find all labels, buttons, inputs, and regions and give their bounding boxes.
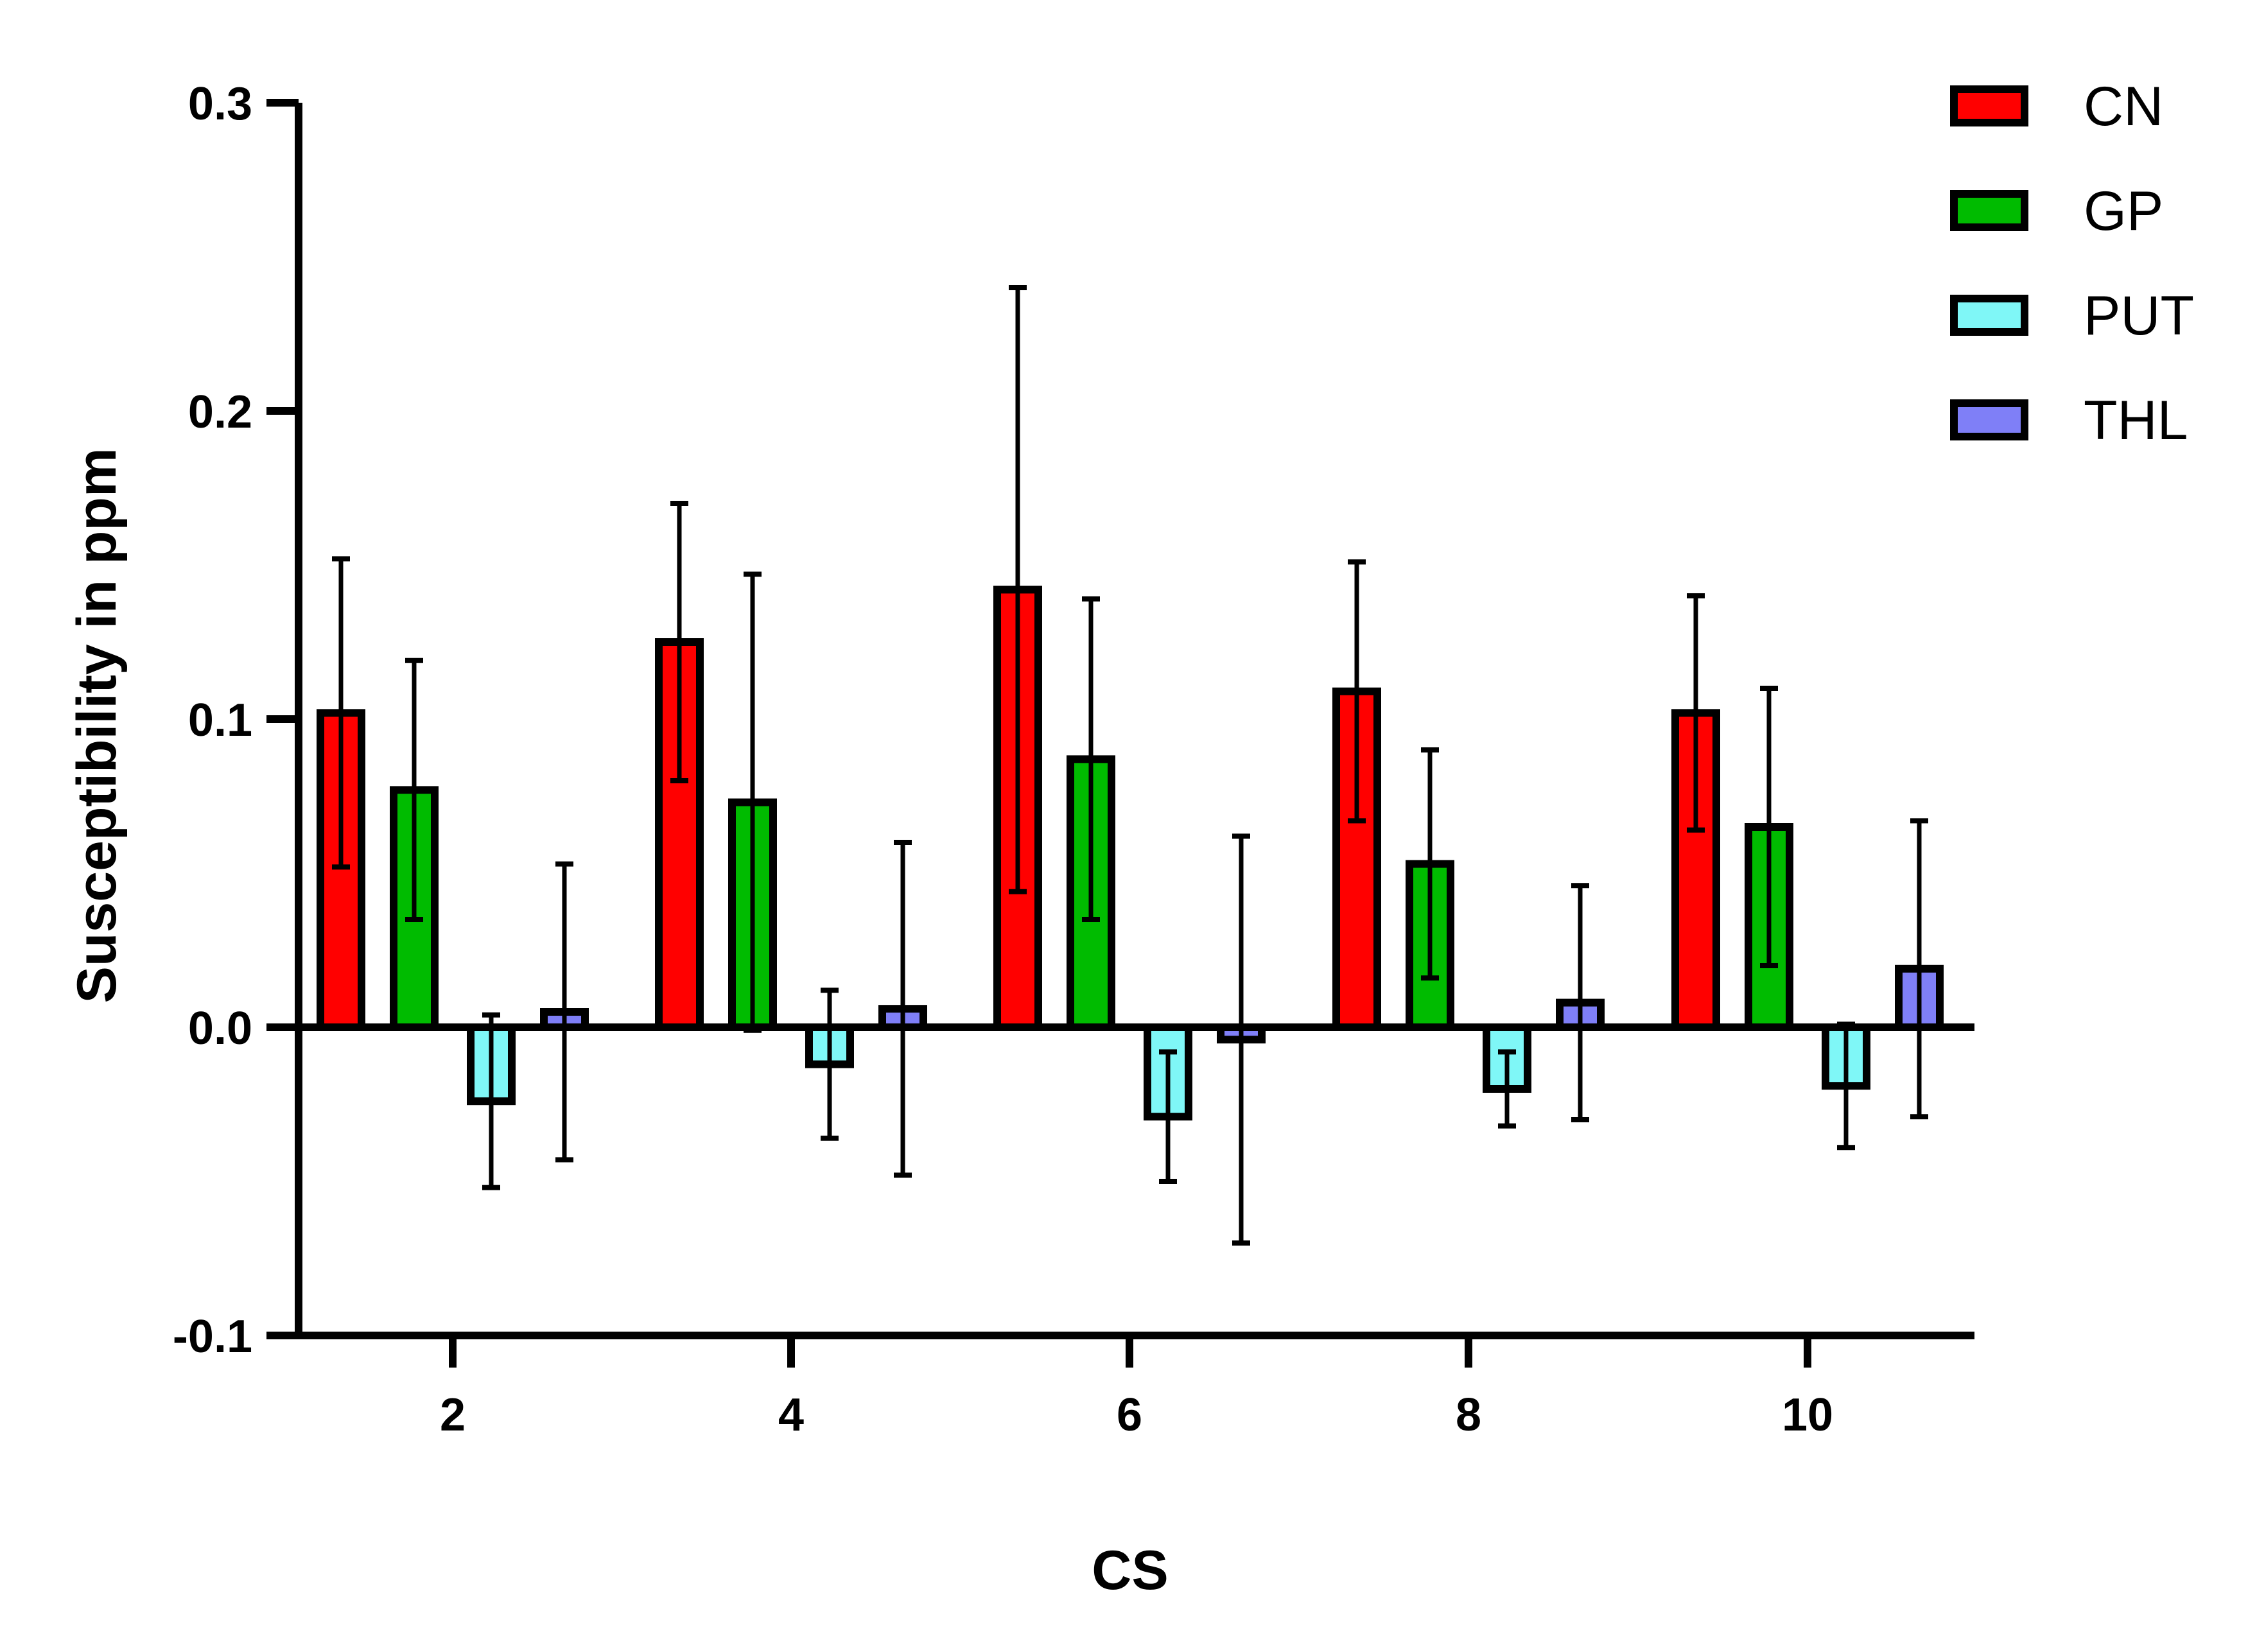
error-bar-thl-cs4: [894, 840, 912, 1178]
legend-item-cn: CN: [1950, 76, 2163, 137]
x-tick-label: 6: [1117, 1389, 1142, 1441]
axes-layer: [266, 99, 1974, 1368]
legend: CN GP PUT THL: [1950, 76, 2194, 451]
labels-layer: -0.1 0.0 0.1 0.2 0.3 2 4 6 8 10: [173, 78, 1833, 1441]
error-bar-put-cs6: [1159, 1049, 1177, 1184]
error-bar-put-cs4: [821, 987, 839, 1141]
error-bar-thl-cs6: [1232, 833, 1250, 1246]
error-bar-gp-cs2: [405, 657, 423, 922]
error-bar-gp-cs6: [1082, 596, 1100, 922]
error-bar-cn-cs6: [1009, 285, 1027, 894]
y-tick-label: 0.2: [188, 387, 252, 438]
legend-item-put: PUT: [1950, 285, 2194, 347]
y-tick-label: 0.1: [188, 695, 252, 746]
legend-label: CN: [2084, 76, 2163, 137]
legend-swatch: [1950, 295, 2028, 336]
y-tick-label: -0.1: [173, 1311, 252, 1362]
error-bar-cn-cs8: [1348, 559, 1366, 824]
error-bar-put-cs8: [1498, 1049, 1516, 1129]
legend-item-gp: GP: [1950, 180, 2163, 242]
x-tick-label: 10: [1782, 1389, 1833, 1441]
error-bar-thl-cs10: [1910, 818, 1928, 1120]
error-bar-gp-cs10: [1760, 686, 1778, 968]
legend-swatch: [1950, 399, 2028, 440]
legend-swatch: [1950, 85, 2028, 126]
legend-label: PUT: [2084, 285, 2194, 347]
x-tick-label: 8: [1456, 1389, 1481, 1441]
error-bar-gp-cs8: [1421, 747, 1439, 981]
legend-item-thl: THL: [1950, 390, 2188, 451]
y-tick-label: 0.0: [188, 1003, 252, 1054]
bars-layer: [317, 285, 1944, 1246]
legend-label: THL: [2084, 390, 2188, 451]
legend-swatch: [1950, 190, 2028, 231]
x-axis-title: CS: [1092, 1540, 1168, 1601]
error-bar-cn-cs10: [1687, 593, 1705, 833]
error-bar-cn-cs4: [670, 501, 688, 783]
error-bar-cn-cs2: [332, 556, 350, 870]
x-tick-label: 2: [440, 1389, 466, 1441]
error-bar-thl-cs8: [1571, 883, 1589, 1122]
error-bar-thl-cs2: [555, 861, 573, 1163]
y-tick-label: 0.3: [188, 78, 252, 130]
error-bar-put-cs2: [482, 1012, 500, 1190]
y-axis-title: Susceptibility in ppm: [66, 448, 128, 1004]
x-tick-label: 4: [778, 1389, 804, 1441]
legend-label: GP: [2084, 180, 2163, 242]
